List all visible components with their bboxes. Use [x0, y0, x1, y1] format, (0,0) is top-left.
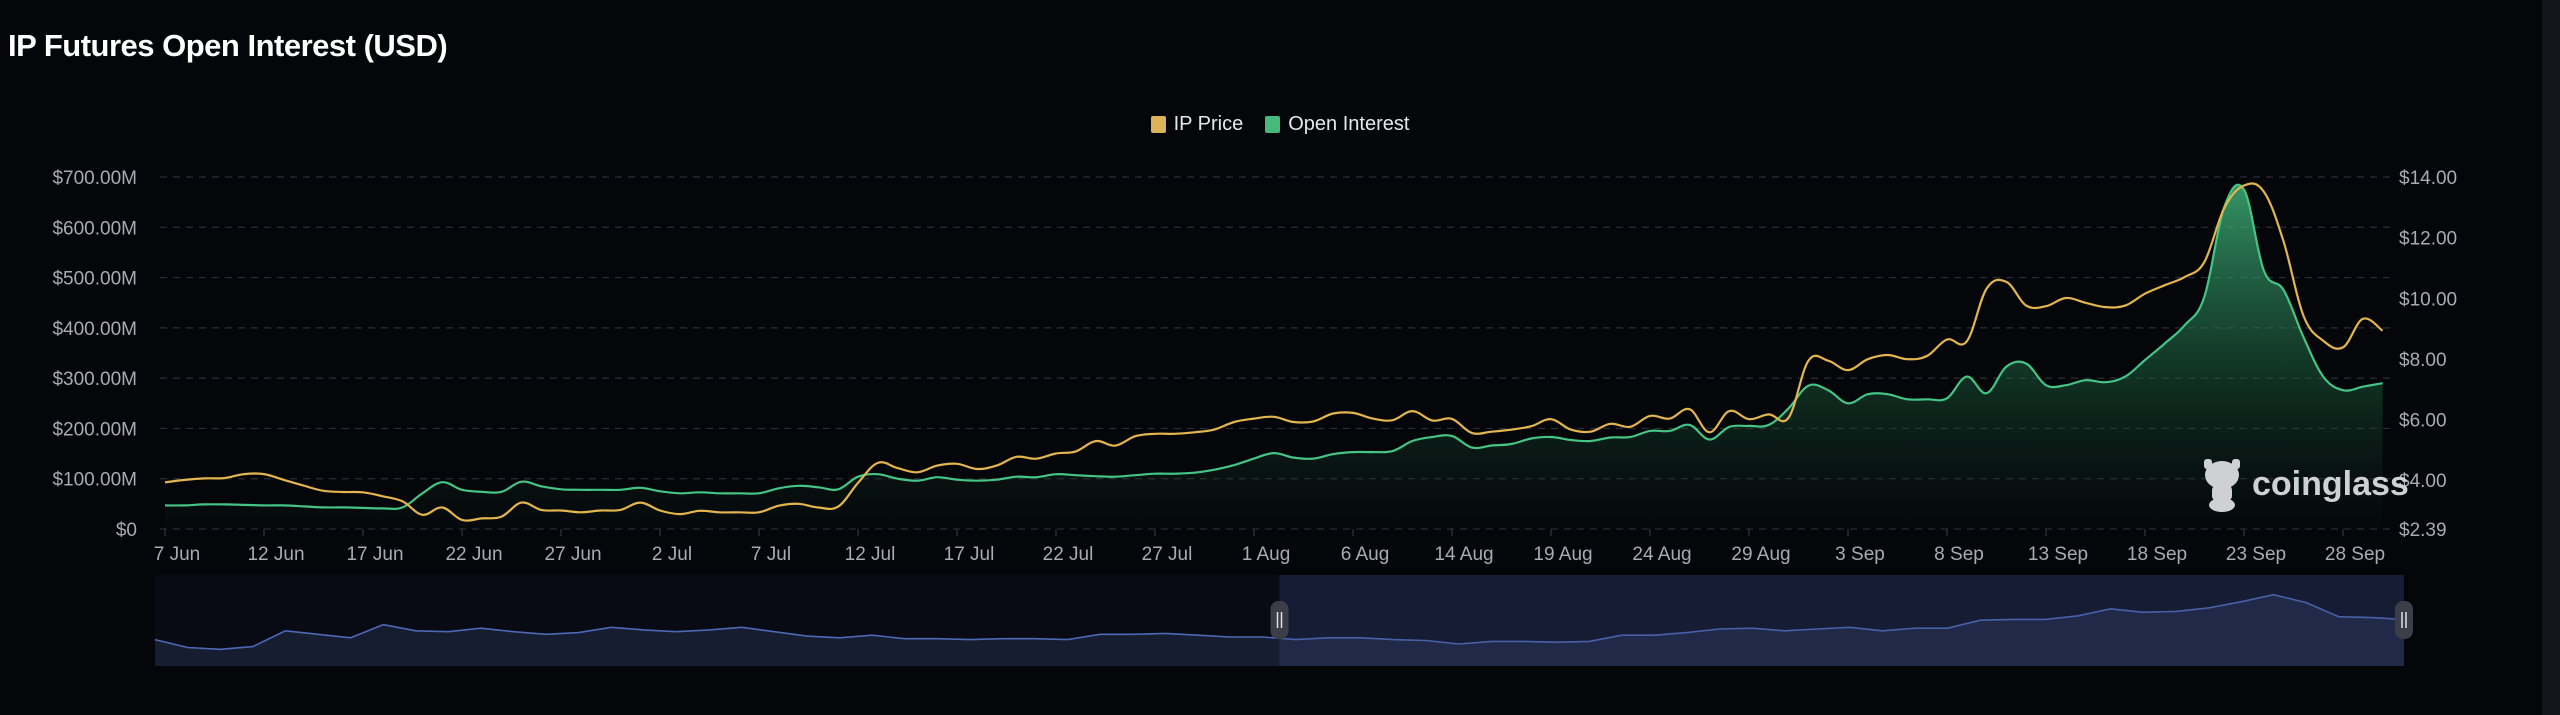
right-axis-tick-label: $6.00 — [2399, 411, 2447, 432]
right-axis: $2.39 $4.00 $6.00 $8.00 $10.00 $12.00 $14.00 — [2399, 168, 2457, 541]
legend-label: IP Price — [1173, 113, 1244, 135]
right-axis-tick-label: $10.00 — [2399, 289, 2457, 310]
legend-swatch-price — [1150, 116, 1166, 133]
right-axis-tick-label: $12.00 — [2399, 229, 2457, 250]
x-axis-tick-label: 1 Aug — [1242, 544, 1291, 565]
left-axis-tick-label: $100.00M — [52, 470, 137, 491]
x-axis: 7 Jun 12 Jun 17 Jun 22 Jun 27 Jun 2 Jul 7 Jul 1… — [154, 529, 2385, 565]
legend: IP Price Open Interest — [0, 113, 2560, 136]
x-axis-tick-label: 19 Aug — [1533, 544, 1592, 565]
ip-price-line — [164, 182, 2384, 522]
legend-item-open-interest[interactable]: Open Interest — [1265, 113, 1409, 136]
x-axis-tick-label: 22 Jul — [1043, 544, 1094, 565]
x-axis-tick-label: 27 Jul — [1142, 544, 1193, 565]
x-axis-tick-label: 13 Sep — [2028, 544, 2088, 565]
x-axis-tick-label: 2 Jul — [652, 544, 692, 565]
right-axis-tick-label: $4.00 — [2399, 471, 2447, 492]
x-axis-tick-label: 23 Sep — [2226, 544, 2286, 565]
right-axis-tick-label: $14.00 — [2399, 168, 2457, 189]
navigator-handle-right[interactable] — [2395, 601, 2413, 639]
x-axis-tick-label: 18 Sep — [2127, 544, 2187, 565]
x-axis-tick-label: 28 Sep — [2325, 544, 2385, 565]
page-scrollbar[interactable] — [2542, 0, 2560, 715]
x-axis-tick-label: 12 Jun — [247, 544, 304, 565]
x-axis-tick-label: 6 Aug — [1341, 544, 1390, 565]
left-axis-tick-label: $400.00M — [52, 319, 137, 340]
left-axis-tick-label: $200.00M — [52, 419, 137, 440]
right-axis-tick-label: $2.39 — [2399, 520, 2447, 541]
x-axis-tick-label: 8 Sep — [1934, 544, 1984, 565]
x-axis-tick-label: 3 Sep — [1835, 544, 1885, 565]
open-interest-area — [165, 184, 2383, 529]
navigator-area — [155, 594, 2404, 666]
x-axis-tick-label: 12 Jul — [845, 544, 896, 565]
x-axis-tick-label: 7 Jun — [154, 544, 200, 565]
left-axis-tick-label: $600.00M — [52, 218, 137, 239]
chart-title: IP Futures Open Interest (USD) — [8, 28, 448, 63]
x-axis-tick-label: 29 Aug — [1731, 544, 1790, 565]
x-axis-tick-label: 22 Jun — [445, 544, 502, 565]
x-axis-tick-label: 14 Aug — [1434, 544, 1493, 565]
coinglass-watermark: coinglass — [2204, 459, 2409, 512]
x-axis-tick-label: 27 Jun — [544, 544, 601, 565]
legend-label: Open Interest — [1288, 113, 1410, 135]
x-axis-tick-label: 17 Jun — [346, 544, 403, 565]
navigator[interactable] — [154, 575, 2413, 666]
watermark-text: coinglass — [2252, 465, 2409, 503]
left-axis-tick-label: $0 — [116, 520, 137, 541]
x-axis-tick-label: 7 Jul — [751, 544, 791, 565]
left-axis: $0 $100.00M $200.00M $300.00M $400.00M $500.0… — [52, 168, 137, 541]
left-axis-tick-label: $700.00M — [52, 168, 137, 189]
legend-item-ip-price[interactable]: IP Price — [1150, 113, 1244, 136]
navigator-selection[interactable] — [1279, 575, 2405, 666]
coinglass-logo-icon — [2204, 459, 2240, 512]
left-axis-tick-label: $500.00M — [52, 269, 137, 290]
left-axis-tick-label: $300.00M — [52, 369, 137, 390]
legend-swatch-oi — [1265, 116, 1281, 133]
right-axis-tick-label: $8.00 — [2399, 350, 2447, 371]
navigator-handle-left[interactable] — [1270, 601, 1289, 639]
open-interest-line — [164, 183, 2383, 510]
x-axis-tick-label: 24 Aug — [1632, 544, 1691, 565]
x-axis-tick-label: 17 Jul — [944, 544, 995, 565]
